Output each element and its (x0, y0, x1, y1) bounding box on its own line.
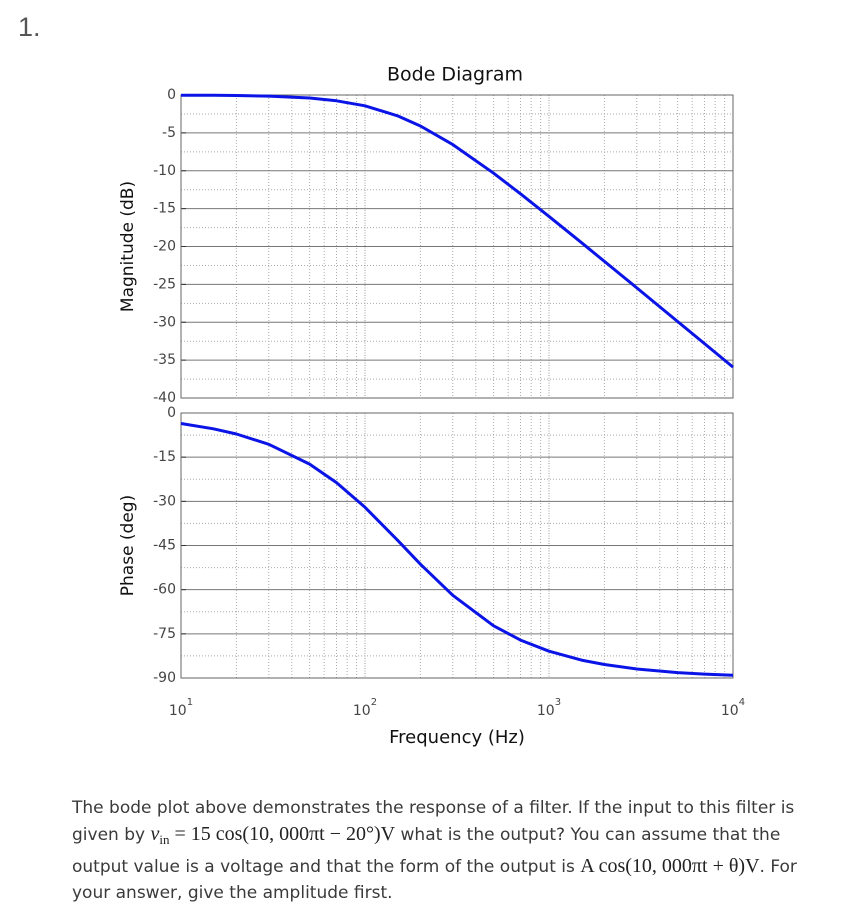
x-tick-label: 101 (169, 697, 193, 719)
y-axis-label: Phase (deg) (118, 495, 138, 596)
x-tick-label: 102 (353, 697, 377, 719)
bode-chart: 0 -5 -10 -15 -20 -25 -30 -35 -40 Bode Diagram Magn… (118, 64, 745, 749)
y-tick-label: -20 (153, 239, 176, 255)
series-line (180, 93, 734, 369)
y-tick-label: -30 (153, 314, 176, 330)
x-tick-base: 10 (537, 703, 555, 719)
y-tick-label: 0 (167, 405, 176, 421)
y-tick-label: -60 (153, 582, 176, 598)
y-tick-label: -5 (162, 125, 176, 141)
x-tick-exponent: 1 (187, 697, 193, 708)
math: A cos(10, 000πt + θ)V (580, 855, 760, 877)
question-text: The bode plot above demonstrates the res… (72, 795, 802, 906)
x-tick-label: 104 (721, 697, 745, 719)
math: = 15 cos(10, 000πt − 20°)V (169, 823, 396, 845)
y-tick-label: -90 (153, 670, 176, 686)
chart-title: Bode Diagram (387, 64, 523, 86)
math: v (150, 823, 160, 845)
y-tick-label: -40 (153, 390, 176, 406)
text: what is the output? You can assume that … (72, 825, 781, 877)
y-tick-label: -15 (153, 201, 176, 217)
x-tick-base: 10 (169, 703, 187, 719)
y-tick-label: -15 (153, 449, 176, 465)
y-tick-label: -75 (153, 626, 176, 642)
x-axis-label: Frequency (Hz) (389, 727, 525, 748)
y-tick-label: -30 (153, 493, 176, 509)
y-tick-label: -25 (153, 276, 176, 292)
x-tick-base: 10 (721, 703, 739, 719)
y-tick-label: -10 (153, 163, 176, 179)
text: The bode plot above demonstrates the res… (72, 798, 795, 845)
y-tick-label: 0 (167, 87, 176, 103)
x-tick-exponent: 4 (739, 697, 745, 708)
math-subscript: in (159, 832, 170, 847)
x-tick-label: 103 (537, 697, 561, 719)
y-tick-label: -45 (153, 538, 176, 554)
y-axis-label: Magnitude (dB) (118, 181, 138, 312)
plot-frame (180, 412, 734, 679)
series-line (180, 422, 734, 677)
question-number: 1. (18, 12, 41, 42)
text: . For your answer, give the amplitude fi… (72, 857, 797, 903)
plot-frame (180, 94, 734, 399)
x-tick-exponent: 2 (371, 697, 377, 708)
x-tick-base: 10 (353, 703, 371, 719)
x-tick-exponent: 3 (555, 697, 561, 708)
y-tick-label: -35 (153, 352, 176, 368)
